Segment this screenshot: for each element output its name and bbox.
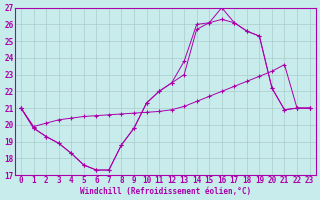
- X-axis label: Windchill (Refroidissement éolien,°C): Windchill (Refroidissement éolien,°C): [80, 187, 251, 196]
